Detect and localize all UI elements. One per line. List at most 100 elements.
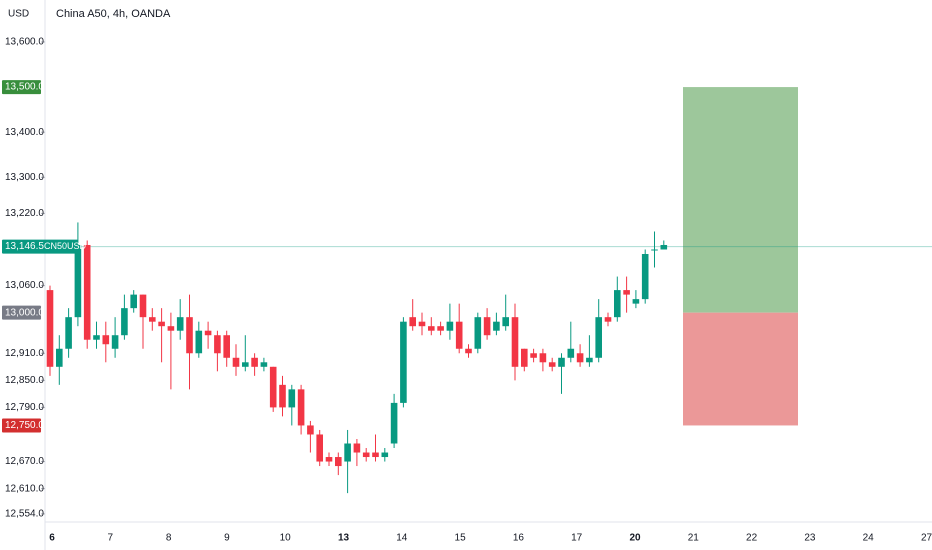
candle-body bbox=[121, 308, 128, 336]
candle-body bbox=[641, 254, 649, 300]
candle-body bbox=[372, 452, 379, 458]
candle-body bbox=[195, 330, 203, 354]
x-tick-label: 14 bbox=[396, 533, 408, 544]
y-tick-label: 12,670.0 bbox=[5, 456, 44, 467]
y-tick-label: 13,600.0 bbox=[5, 37, 44, 48]
candle-body bbox=[362, 452, 370, 458]
candle-body bbox=[539, 353, 547, 363]
candle-body bbox=[548, 362, 556, 367]
candle-body bbox=[102, 335, 110, 345]
candle-body bbox=[437, 326, 444, 331]
target-tag-label: 13,500.0 bbox=[5, 82, 44, 93]
y-tick-label: 13,400.0 bbox=[5, 127, 44, 138]
entry-tag-label: 13,000.0 bbox=[5, 307, 44, 318]
candle-body bbox=[502, 317, 509, 327]
candle-body bbox=[111, 335, 119, 349]
candle-body bbox=[279, 384, 286, 408]
candle-body bbox=[335, 457, 342, 467]
candle-body bbox=[623, 290, 630, 295]
candle-body bbox=[660, 244, 668, 250]
x-tick-label: 22 bbox=[746, 533, 758, 544]
candle-body bbox=[307, 425, 314, 435]
last-price-tag-label: 13,146.5 bbox=[5, 241, 44, 252]
candle-body bbox=[167, 326, 175, 331]
candle-body bbox=[56, 348, 63, 367]
candle-body bbox=[260, 362, 268, 367]
candle-body bbox=[428, 326, 435, 331]
candle-body bbox=[465, 348, 472, 354]
candle-body bbox=[288, 389, 296, 408]
candle-body bbox=[567, 348, 575, 358]
candle-body bbox=[214, 335, 221, 354]
candle-body bbox=[242, 362, 249, 367]
candle-body bbox=[93, 335, 100, 340]
x-tick-label: 15 bbox=[455, 533, 467, 544]
y-tick-label: 13,300.0 bbox=[5, 172, 44, 183]
candle-body bbox=[176, 317, 184, 331]
x-tick-label: 17 bbox=[571, 533, 583, 544]
candle-body bbox=[130, 294, 137, 309]
candle-body bbox=[158, 321, 165, 327]
candle-body bbox=[381, 452, 389, 458]
candle-body bbox=[325, 457, 333, 462]
stop-tag-label: 12,750.0 bbox=[5, 420, 44, 431]
x-tick-label: 13 bbox=[338, 533, 350, 544]
currency: USD bbox=[8, 9, 29, 20]
entry-tag-box bbox=[2, 305, 41, 320]
loss-zone bbox=[683, 312, 798, 426]
candle-body bbox=[232, 357, 240, 367]
x-tick-label: 24 bbox=[863, 533, 875, 544]
candle-body bbox=[344, 443, 351, 462]
candle-body bbox=[651, 249, 658, 251]
target-tag-box bbox=[2, 80, 41, 95]
y-tick-label: 12,910.0 bbox=[5, 348, 44, 359]
y-tick-label: 13,220.0 bbox=[5, 208, 44, 219]
candle-body bbox=[409, 317, 416, 327]
x-tick-label: 27 bbox=[921, 533, 932, 544]
candle-body bbox=[223, 335, 230, 358]
last-price-tag-symbol: CN50USD bbox=[44, 241, 87, 251]
candle-body bbox=[353, 443, 361, 453]
candle-body bbox=[483, 317, 491, 336]
candle-body bbox=[530, 353, 537, 358]
candle-body bbox=[418, 321, 426, 327]
x-tick-label: 9 bbox=[224, 533, 230, 544]
candle-body bbox=[204, 330, 212, 336]
candle-body bbox=[632, 299, 640, 304]
candle-body bbox=[474, 317, 482, 349]
candle-body bbox=[316, 434, 323, 462]
x-tick-label: 21 bbox=[688, 533, 700, 544]
candle-body bbox=[521, 348, 528, 367]
x-tick-label: 16 bbox=[513, 533, 525, 544]
x-tick-label: 8 bbox=[166, 533, 172, 544]
x-tick-label: 10 bbox=[280, 533, 292, 544]
candle-body bbox=[455, 321, 463, 349]
candle-body bbox=[186, 317, 193, 354]
x-tick-label: 20 bbox=[629, 533, 641, 544]
candle-body bbox=[493, 321, 500, 331]
candle-body bbox=[269, 366, 277, 408]
chart-title: China A50, 4h, OANDA bbox=[56, 8, 171, 20]
candle-body bbox=[586, 357, 593, 363]
candle-body bbox=[83, 244, 91, 340]
candle-body bbox=[251, 357, 258, 367]
y-tick-label: 12,610.0 bbox=[5, 483, 44, 494]
x-tick-label: 6 bbox=[49, 533, 55, 544]
last-price-tag-box bbox=[2, 239, 78, 254]
candle-body bbox=[139, 294, 147, 318]
candle-body bbox=[400, 321, 407, 403]
candle-body bbox=[446, 321, 454, 331]
candle-body bbox=[558, 357, 565, 367]
candle-body bbox=[74, 244, 82, 318]
candle-body bbox=[297, 389, 305, 426]
candle-body bbox=[65, 317, 72, 349]
candle-body bbox=[604, 317, 612, 322]
y-tick-label: 12,790.0 bbox=[5, 402, 44, 413]
x-tick-label: 7 bbox=[108, 533, 114, 544]
y-tick-label: 12,554.0 bbox=[5, 509, 44, 520]
candle-body bbox=[149, 317, 156, 322]
x-tick-label: 23 bbox=[804, 533, 816, 544]
y-tick-label: 13,060.0 bbox=[5, 280, 44, 291]
